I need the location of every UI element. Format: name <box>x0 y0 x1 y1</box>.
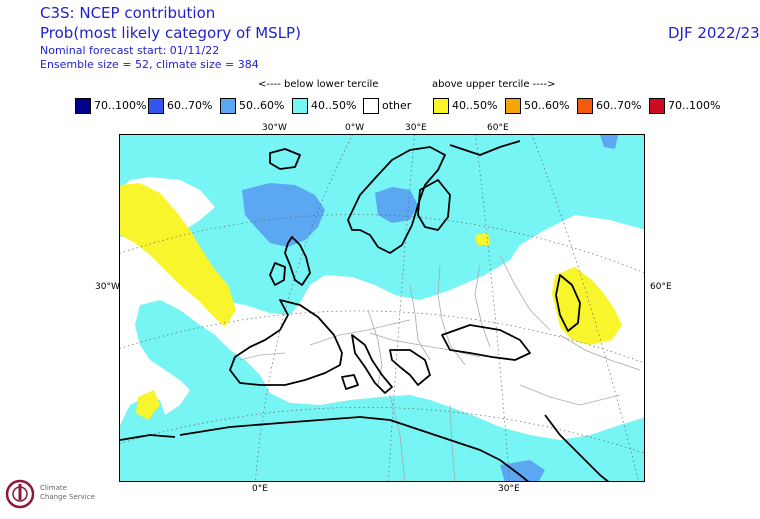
legend-below-label: <---- below lower tercile <box>258 79 379 90</box>
coast-red-sea <box>544 414 609 481</box>
legend-above-label: above upper tercile ----> <box>432 79 556 90</box>
legend-swatch <box>220 98 236 114</box>
legend-swatch <box>363 98 379 114</box>
legend-item-label: other <box>382 99 412 112</box>
axis-label-top: 60°E <box>487 123 509 133</box>
legend-item-label: 60..70% <box>596 99 642 112</box>
coast-north-africa <box>179 416 529 481</box>
climate-logo-icon: Climate Change Service <box>5 479 95 509</box>
legend-item-label: 70..100% <box>668 99 721 112</box>
coast-balkans <box>389 349 431 386</box>
season-label: DJF 2022/23 <box>668 24 760 42</box>
legend-swatch <box>649 98 665 114</box>
axis-label-top: 30°W <box>262 123 287 133</box>
axis-label-bottom: 30°E <box>498 484 520 494</box>
country-borders <box>239 254 641 481</box>
coast-iberia-france <box>229 299 343 386</box>
axis-label-top: 0°W <box>345 123 365 133</box>
coast-iceland <box>269 148 301 170</box>
legend-item-label: 50..60% <box>239 99 285 112</box>
coast-sicily <box>341 374 359 390</box>
legend-item-label: 40..50% <box>311 99 357 112</box>
coast-ireland <box>269 262 286 286</box>
coast-atlantic-africa <box>120 434 176 441</box>
coast-caspian <box>555 274 581 332</box>
coast-scandinavia <box>347 146 446 254</box>
logo-text-line1: Climate <box>40 484 67 492</box>
copernicus-logo: Climate Change Service <box>4 474 114 514</box>
legend-item-label: 50..60% <box>524 99 570 112</box>
legend-swatch <box>75 98 91 114</box>
coast-arctic <box>449 140 521 156</box>
map-svg <box>120 135 644 481</box>
coast-great-britain <box>284 236 311 286</box>
ensemble-size: Ensemble size = 52, climate size = 384 <box>40 58 259 71</box>
legend-swatch <box>577 98 593 114</box>
legend-item-label: 60..70% <box>167 99 213 112</box>
legend-swatch <box>292 98 308 114</box>
legend-swatch <box>433 98 449 114</box>
coast-italy <box>351 334 393 394</box>
forecast-start: Nominal forecast start: 01/11/22 <box>40 44 220 57</box>
prob-above-40-50 <box>120 183 622 420</box>
legend-item-label: 40..50% <box>452 99 498 112</box>
axis-label-bottom: 0°E <box>252 484 268 494</box>
prob-below-50-60 <box>242 135 618 481</box>
axis-label-right: 60°E <box>650 282 672 292</box>
chart-subtitle: Prob(most likely category of MSLP) <box>40 24 301 42</box>
map-panel <box>119 134 645 482</box>
chart-title: C3S: NCEP contribution <box>40 4 216 22</box>
legend-swatch <box>148 98 164 114</box>
coast-finland <box>417 179 451 231</box>
axis-label-left: 30°W <box>95 282 120 292</box>
coast-black-sea <box>441 324 531 361</box>
legend-swatch <box>505 98 521 114</box>
legend-item-label: 70..100% <box>94 99 147 112</box>
coastlines <box>120 140 609 481</box>
axis-label-top: 30°E <box>405 123 427 133</box>
logo-text-line2: Change Service <box>40 493 95 501</box>
